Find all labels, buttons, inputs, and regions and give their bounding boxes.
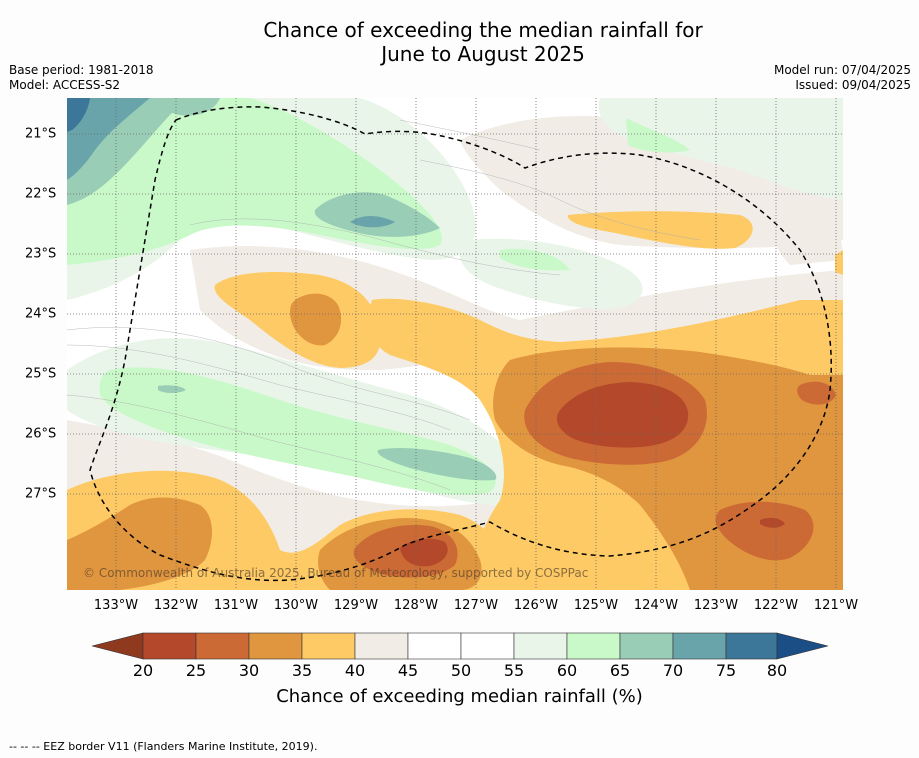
contour-30-35-west-blob [290,293,342,346]
colorbar-label: Chance of exceeding median rainfall (%) [276,686,643,707]
contour-40-45-north [460,116,843,249]
meta-right: Model run: 07/04/2025 Issued: 09/04/2025 [774,63,911,93]
contour-65-70-south [377,447,497,481]
colorbar-over [776,632,829,660]
colorbar-bin-50-55 [460,632,515,660]
colorbar-under [91,632,144,660]
contour-55-60-northeast [598,98,843,200]
y-tick-label: 27°S [25,486,57,502]
colorbar-tick: 50 [450,661,472,680]
colorbar-tick: 35 [291,661,313,680]
x-tick-label: 129°W [333,598,379,613]
colorbar-bin-75-80 [725,632,778,660]
contour-20-25-south [400,538,448,567]
base-period: Base period: 1981-2018 [9,63,154,77]
graticule [67,98,843,590]
colorbar-tick: 75 [715,661,737,680]
colorbar-tick: 60 [556,661,578,680]
colorbar-tick: 25 [185,661,207,680]
x-tick-label: 125°W [573,598,619,613]
colorbar-tick: 80 [766,661,788,680]
contour-25-30-east [797,381,836,405]
contour-20-25-central [556,382,689,448]
x-tick-label: 133°W [93,598,139,613]
colorbar-bin-60-65 [566,632,621,660]
title-line-2: June to August 2025 [381,42,585,66]
colorbar-tick: 70 [662,661,684,680]
contour-75-80-corner [67,98,90,132]
colorbar-bin-25-30 [195,632,250,660]
colorbar-tick: 20 [132,661,154,680]
contour-35-40-east-edge [835,250,843,275]
y-tick-label: 26°S [25,426,57,442]
x-tick-label: 128°W [393,598,439,613]
eez-border [89,106,832,582]
colorbar-bin-40-45 [354,632,409,660]
x-tick-label: 126°W [513,598,559,613]
y-tick-label: 25°S [25,366,57,382]
contour-65-70-west-small [158,385,186,393]
contour-60-65-northeast [626,118,690,153]
x-tick-label: 124°W [633,598,679,613]
colorbar-tick: 40 [344,661,366,680]
colorbar-tick: 30 [238,661,260,680]
x-tick-label: 132°W [153,598,199,613]
contour-40-45-east [768,196,843,265]
eez-footnote: -- -- -- EEZ border V11 (Flanders Marine… [9,740,318,753]
y-tick-label: 24°S [25,306,57,322]
x-tick-label: 122°W [753,598,799,613]
colorbar-bin-55-60 [513,632,568,660]
x-tick-label: 121°W [813,598,859,613]
colorbar [91,632,829,660]
colorbar-bin-35-40 [301,632,356,660]
colorbar-tick: 65 [609,661,631,680]
contour-70-75-northwest [67,98,150,180]
map-panel [67,98,843,590]
y-tick-label: 22°S [25,186,57,202]
contour-lines [67,119,701,491]
contour-35-40-northeast [567,211,753,249]
colorbar-bin-30-35 [248,632,303,660]
x-tick-label: 131°W [213,598,259,613]
colorbar-tick: 55 [503,661,525,680]
issued-date: Issued: 09/04/2025 [795,78,911,92]
colorbar-bin-65-70 [619,632,674,660]
x-tick-label: 130°W [273,598,319,613]
title-line-1: Chance of exceeding the median rainfall … [263,18,703,42]
colorbar-tick: 45 [397,661,419,680]
x-tick-label: 123°W [693,598,739,613]
contour-65-70-north [314,192,440,237]
colorbar-bin-45-50 [407,632,462,660]
colorbar-bin-20-25 [142,632,197,660]
y-tick-label: 21°S [25,126,57,142]
meta-left: Base period: 1981-2018 Model: ACCESS-S2 [9,63,154,93]
model-name: Model: ACCESS-S2 [9,78,121,92]
chart-title: Chance of exceeding the median rainfall … [0,18,919,66]
contour-25-30-southeast [715,501,814,561]
x-tick-label: 127°W [453,598,499,613]
model-run: Model run: 07/04/2025 [773,63,911,77]
contour-20-25-southeast [760,517,785,528]
y-tick-label: 23°S [25,246,57,262]
copyright-notice: © Commonwealth of Australia 2025, Bureau… [83,566,589,580]
colorbar-bin-70-75 [672,632,727,660]
contour-70-75-north [350,216,395,228]
